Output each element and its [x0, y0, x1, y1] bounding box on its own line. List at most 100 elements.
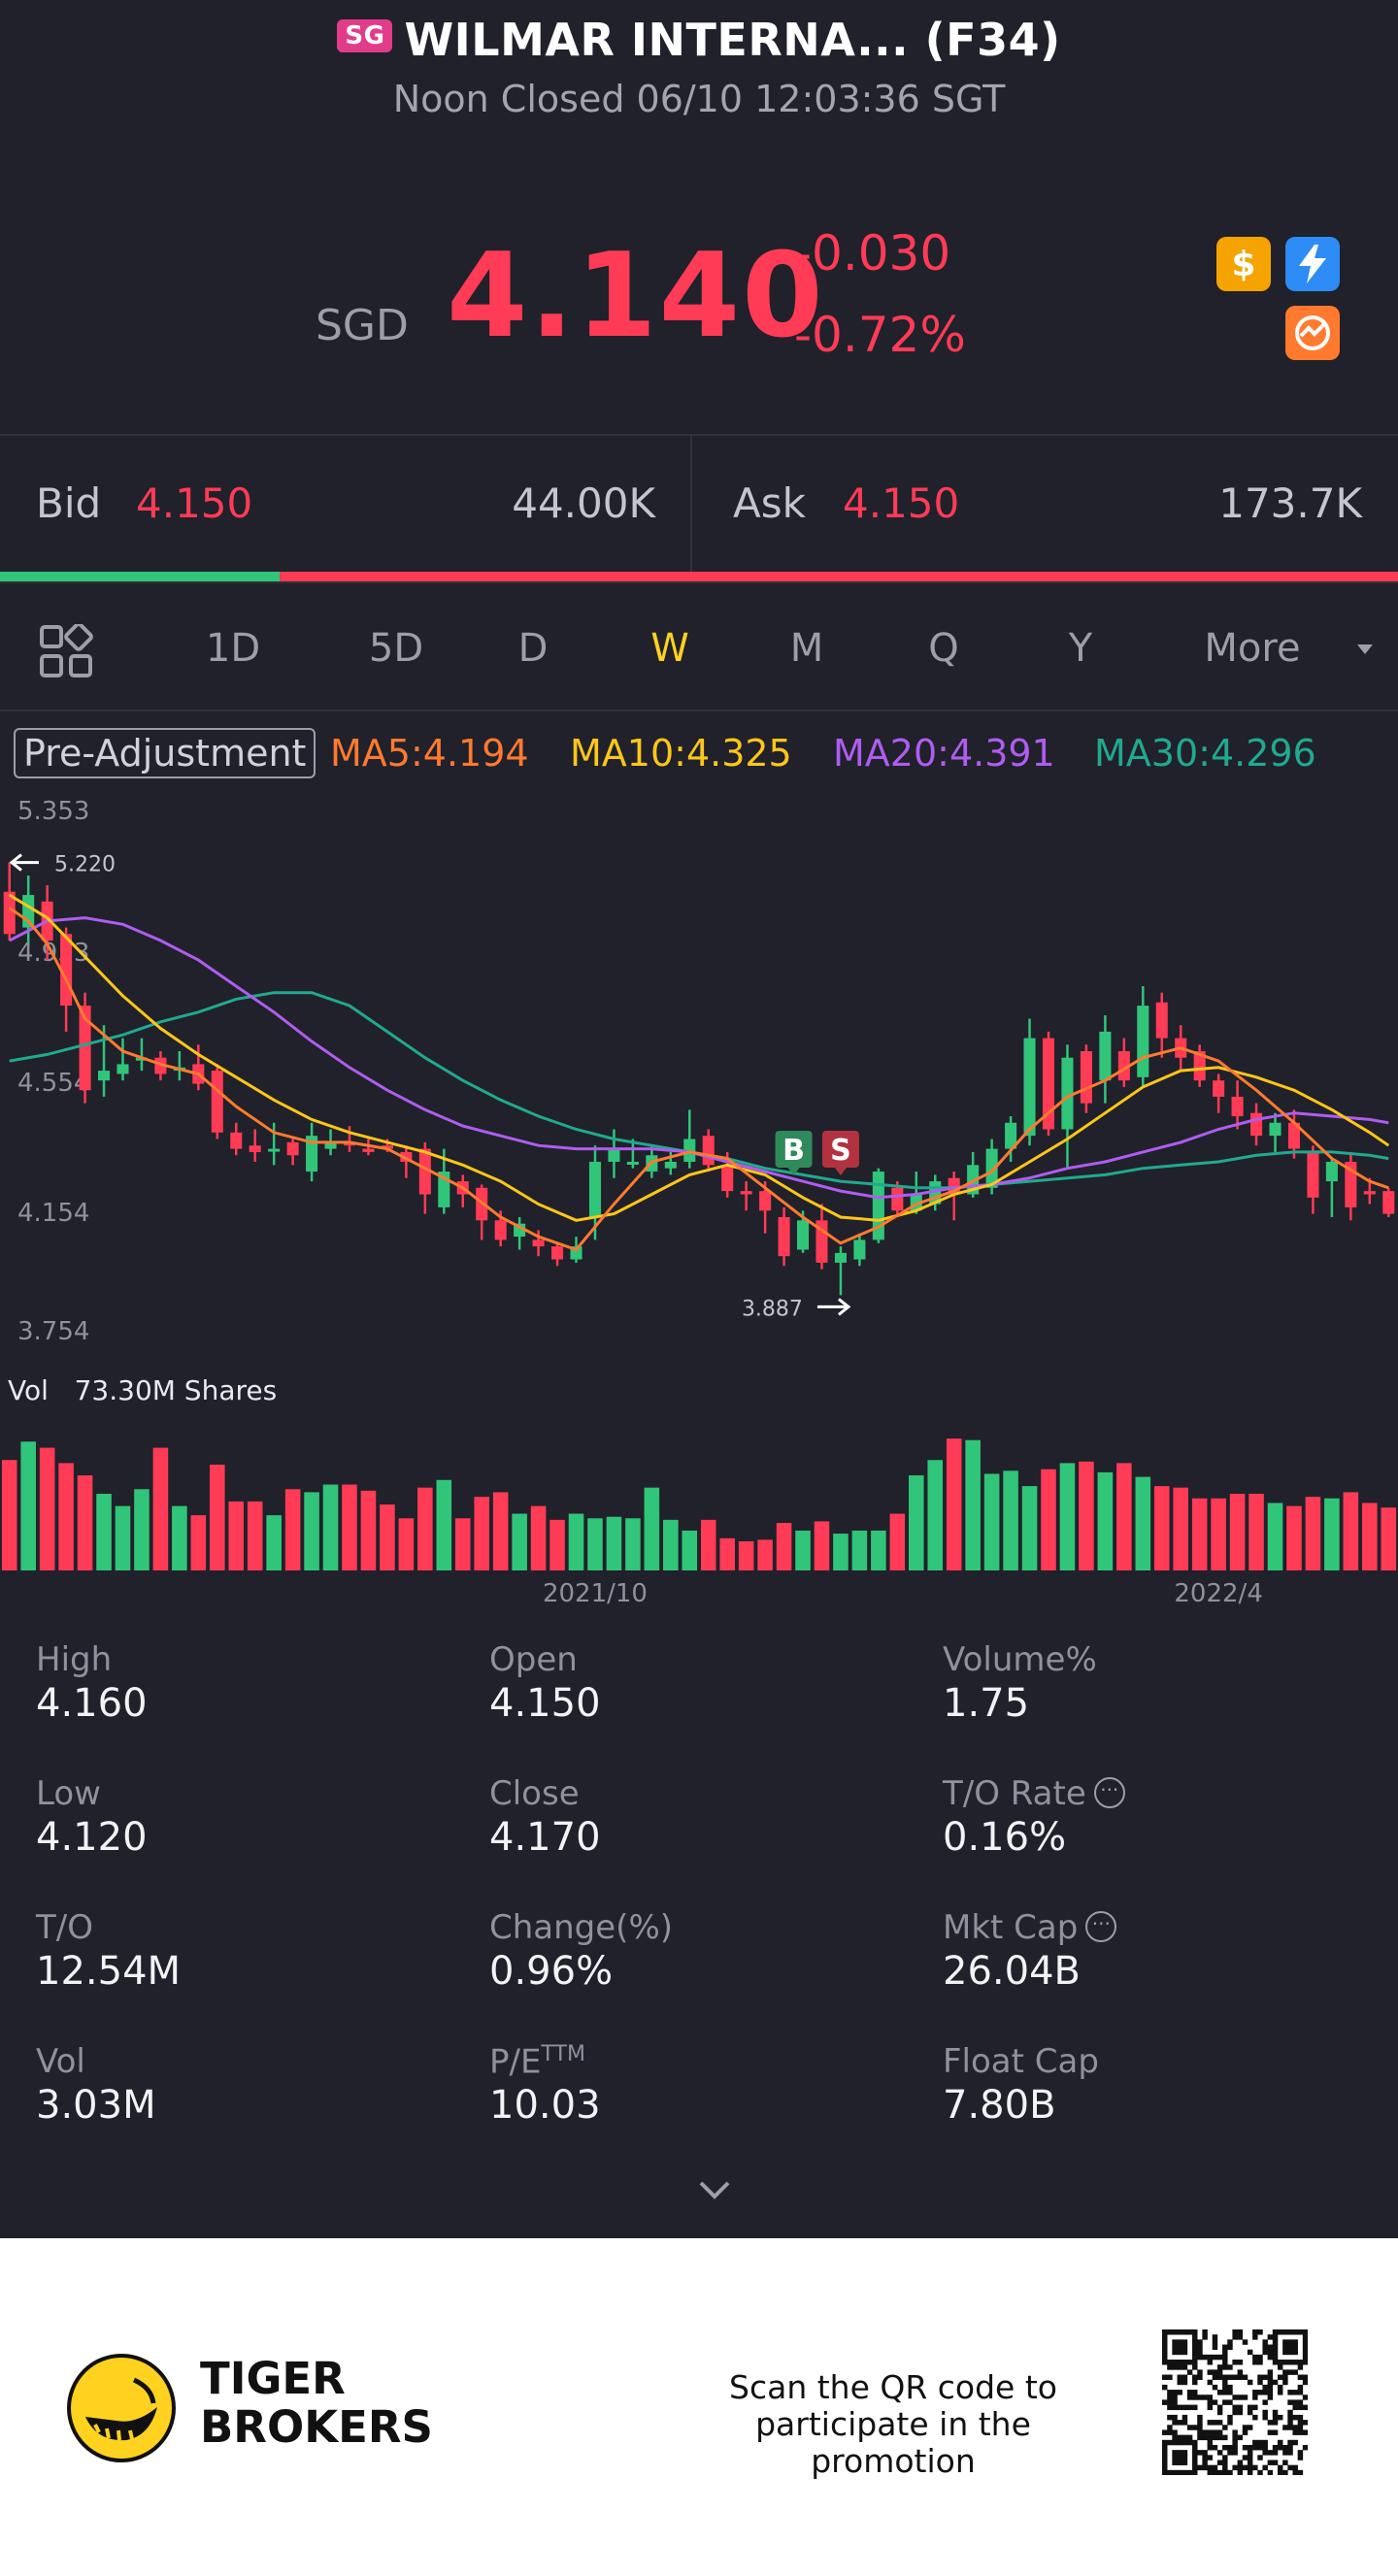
- volume-bar: [833, 1534, 849, 1570]
- pre-adjustment-button[interactable]: Pre-Adjustment: [14, 728, 316, 778]
- volume-bar: [757, 1539, 773, 1570]
- tab-year[interactable]: Y: [1068, 626, 1093, 671]
- qr-module: [1216, 2469, 1223, 2475]
- lightning-icon[interactable]: [1285, 237, 1340, 291]
- candle-body: [1023, 1038, 1036, 1137]
- bid-ask-ratio-bar: [0, 572, 1398, 581]
- qr-module: [1232, 2439, 1238, 2446]
- tab-5d[interactable]: 5D: [368, 626, 424, 671]
- qr-module: [1207, 2469, 1214, 2475]
- chevron-down-icon[interactable]: [1355, 642, 1375, 660]
- qr-module: [1192, 2469, 1198, 2475]
- info-icon[interactable]: ···: [1085, 1910, 1117, 1942]
- qr-module: [1197, 2349, 1203, 2356]
- qr-module: [1227, 2344, 1233, 2350]
- qr-module: [1257, 2354, 1263, 2361]
- qr-module: [1167, 2394, 1173, 2400]
- volume-bar: [152, 1447, 169, 1570]
- qr-module: [1207, 2429, 1214, 2435]
- qr-module: [1272, 2334, 1279, 2340]
- volume-bar: [284, 1489, 301, 1570]
- qr-module: [1177, 2390, 1182, 2395]
- qr-module: [1252, 2360, 1258, 2365]
- qr-module: [1257, 2360, 1263, 2365]
- qr-module: [1287, 2444, 1293, 2451]
- qr-module: [1207, 2369, 1214, 2375]
- stat-value: 4.120: [36, 1815, 148, 1860]
- tab-day[interactable]: D: [517, 626, 549, 671]
- qr-module: [1282, 2450, 1288, 2456]
- volume-bar: [380, 1504, 395, 1570]
- qr-module: [1292, 2439, 1298, 2446]
- qr-module: [1207, 2354, 1214, 2361]
- volume-bar: [1079, 1461, 1094, 1570]
- qr-module: [1186, 2369, 1193, 2375]
- qr-module: [1272, 2344, 1279, 2350]
- volume-bar: [1343, 1492, 1359, 1570]
- stat-value: 7.80B: [943, 2083, 1056, 2128]
- volume-bar: [1173, 1487, 1188, 1570]
- qr-module: [1167, 2364, 1173, 2370]
- qr-module: [1227, 2384, 1233, 2391]
- qr-module: [1247, 2460, 1253, 2465]
- volume-bar: [304, 1492, 319, 1570]
- stat-label-mkt-cap[interactable]: Mkt Cap ···: [943, 1908, 1117, 1947]
- qr-module: [1302, 2394, 1308, 2400]
- volume-bar: [342, 1484, 357, 1570]
- y-tick-label: 4.154: [17, 1199, 89, 1228]
- volume-bar: [1, 1460, 17, 1570]
- volume-bar: [814, 1521, 830, 1570]
- qr-module: [1202, 2429, 1208, 2435]
- stat-label-text: Vol: [36, 2042, 85, 2081]
- qr-module: [1257, 2390, 1263, 2395]
- tab-more[interactable]: More: [1204, 626, 1301, 671]
- qr-module: [1277, 2444, 1283, 2451]
- qr-module: [1282, 2339, 1288, 2345]
- qr-module: [1222, 2354, 1228, 2361]
- options-icon[interactable]: [1285, 306, 1340, 360]
- stat-value: 26.04B: [943, 1949, 1081, 1994]
- qr-module: [1237, 2404, 1244, 2411]
- qr-module: [1272, 2420, 1279, 2426]
- qr-module: [1162, 2450, 1168, 2456]
- stat-value: 0.16%: [943, 1815, 1067, 1860]
- qr-module: [1267, 2450, 1274, 2456]
- qr-module: [1177, 2329, 1182, 2335]
- qr-module: [1252, 2329, 1258, 2335]
- volume-bar: [1059, 1463, 1076, 1570]
- low-arrow-icon: [816, 1298, 851, 1316]
- qr-code[interactable]: [1162, 2329, 1308, 2475]
- qr-module: [1222, 2374, 1228, 2381]
- tab-1d[interactable]: 1D: [205, 626, 261, 671]
- qr-module: [1267, 2420, 1274, 2426]
- qr-module: [1172, 2360, 1178, 2365]
- qr-module: [1292, 2390, 1298, 2395]
- candle-body: [664, 1161, 677, 1169]
- qr-module: [1262, 2399, 1268, 2405]
- candle-body: [1042, 1038, 1055, 1130]
- volume-bar: [228, 1501, 245, 1570]
- volume-bar: [776, 1523, 792, 1570]
- expand-chevron-icon[interactable]: [697, 2179, 732, 2206]
- qr-module: [1207, 2439, 1214, 2446]
- volume-bar: [1324, 1498, 1340, 1570]
- dollar-icon[interactable]: $: [1216, 237, 1271, 291]
- qr-module: [1272, 2444, 1279, 2451]
- qr-module: [1177, 2420, 1182, 2426]
- stat-label-p-e: P/ETTM: [489, 2042, 585, 2081]
- qr-module: [1302, 2444, 1308, 2451]
- qr-module: [1267, 2379, 1274, 2386]
- tab-month[interactable]: M: [789, 626, 824, 671]
- info-icon[interactable]: ···: [1093, 1776, 1125, 1808]
- tab-week[interactable]: W: [650, 626, 689, 671]
- qr-module: [1162, 2469, 1168, 2475]
- tab-quarter[interactable]: Q: [928, 626, 959, 671]
- volume-bar: [190, 1515, 207, 1570]
- chart-layout-icon[interactable]: [39, 622, 93, 678]
- qr-module: [1267, 2384, 1274, 2391]
- qr-module: [1302, 2349, 1308, 2356]
- qr-module: [1292, 2339, 1298, 2345]
- qr-module: [1292, 2360, 1298, 2365]
- stat-label-t-o-rate[interactable]: T/O Rate ···: [943, 1774, 1125, 1813]
